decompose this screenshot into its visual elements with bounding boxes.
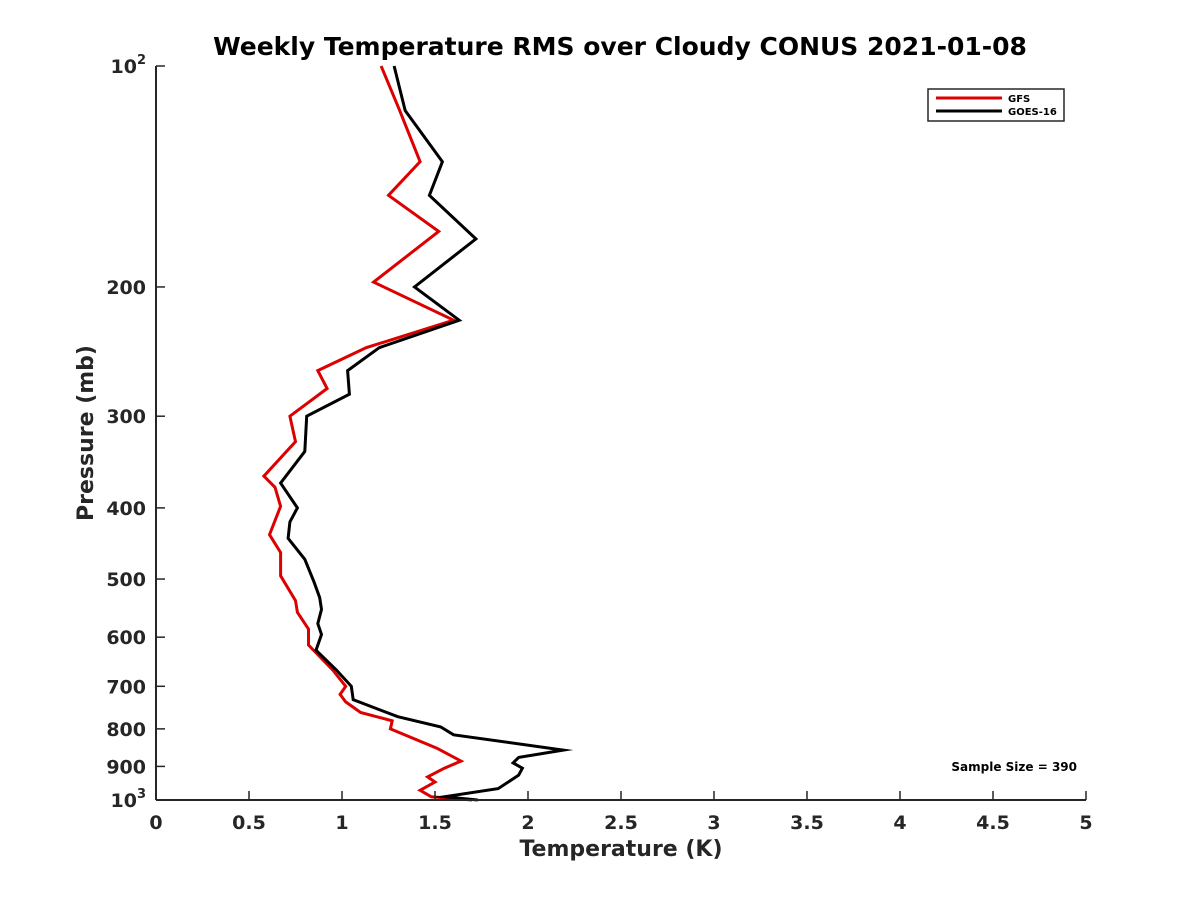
series-line-gfs bbox=[261, 65, 473, 802]
legend-entries: GFS GOES-16 bbox=[936, 94, 1057, 118]
y-tick-label: 102 bbox=[111, 53, 147, 78]
y-tick-label: 400 bbox=[106, 498, 146, 520]
y-tick-label: 200 bbox=[106, 277, 146, 299]
legend-label-goes-16: GOES-16 bbox=[1008, 107, 1057, 118]
y-tick-label: 600 bbox=[106, 627, 146, 649]
x-tick-label: 4 bbox=[893, 812, 906, 834]
x-tick-label: 0.5 bbox=[232, 812, 266, 834]
x-axis-label: Temperature (K) bbox=[519, 837, 722, 862]
legend: GFS GOES-16 bbox=[927, 88, 1065, 122]
y-tick-label: 103 bbox=[111, 787, 147, 812]
x-tick-label: 3 bbox=[707, 812, 720, 834]
y-tick-label: 300 bbox=[106, 406, 146, 428]
x-tick-label: 1.5 bbox=[418, 812, 452, 834]
y-tick-label: 500 bbox=[106, 569, 146, 591]
series-line-goes-16 bbox=[278, 65, 574, 802]
x-tick-label: 0 bbox=[149, 812, 162, 834]
series-layer bbox=[261, 65, 574, 802]
y-tick-label: 800 bbox=[106, 719, 146, 741]
x-tick-label: 3.5 bbox=[790, 812, 824, 834]
y-ticks: 102 200 300 400 500 600 700 800 900 103 bbox=[106, 53, 165, 812]
x-tick-label: 1 bbox=[335, 812, 348, 834]
legend-label-gfs: GFS bbox=[1008, 94, 1030, 105]
x-tick-label: 2.5 bbox=[604, 812, 638, 834]
y-tick-label: 900 bbox=[106, 756, 146, 778]
sample-size-annotation: Sample Size = 390 bbox=[951, 760, 1077, 774]
legend-box bbox=[927, 88, 1065, 122]
x-ticks: 0 0.5 1 1.5 2 2.5 3 3.5 4 4.5 5 bbox=[149, 791, 1093, 834]
x-tick-label: 4.5 bbox=[976, 812, 1010, 834]
y-tick-label: 700 bbox=[106, 676, 146, 698]
chart-title: Weekly Temperature RMS over Cloudy CONUS… bbox=[213, 32, 1027, 61]
x-tick-label: 5 bbox=[1079, 812, 1092, 834]
y-axis-label: Pressure (mb) bbox=[74, 345, 99, 521]
x-tick-label: 2 bbox=[521, 812, 534, 834]
